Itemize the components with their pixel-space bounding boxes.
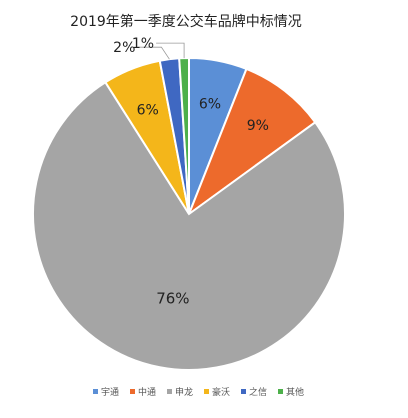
pie-slice-1 bbox=[186, 67, 317, 217]
slice-labels: 6% 9% 76% 6% 2%1% bbox=[113, 36, 269, 307]
slice-label-1: 9% bbox=[247, 118, 269, 134]
pie-slices bbox=[32, 56, 346, 371]
pie-slice-2 bbox=[32, 80, 346, 371]
legend-label-0: 宇通 bbox=[101, 386, 119, 398]
legend-label-1: 中通 bbox=[138, 386, 156, 398]
legend-swatch-5 bbox=[278, 389, 283, 394]
slice-label-3: 6% bbox=[137, 103, 159, 119]
legend-swatch-2 bbox=[167, 389, 172, 394]
legend-swatch-3 bbox=[204, 389, 209, 394]
legend-label-2: 申龙 bbox=[175, 386, 193, 398]
leader-line-5 bbox=[156, 42, 185, 59]
legend-swatch-1 bbox=[130, 389, 135, 394]
slice-label-2: 76% bbox=[156, 289, 189, 307]
label-leader-lines bbox=[137, 42, 185, 60]
slice-label-0: 6% bbox=[199, 97, 221, 113]
legend-label-3: 豪沃 bbox=[212, 386, 230, 398]
slice-label-5: 1% bbox=[132, 36, 154, 52]
legend: 宇通 中通 申龙 豪沃 之信 其他 bbox=[93, 386, 304, 398]
legend-label-5: 其他 bbox=[286, 386, 304, 398]
legend-swatch-4 bbox=[241, 389, 246, 394]
slice-label-4: 2% bbox=[113, 40, 135, 56]
chart-title: 2019年第一季度公交车品牌中标情况 bbox=[70, 13, 302, 30]
legend-label-4: 之信 bbox=[249, 386, 267, 398]
legend-swatch-0 bbox=[93, 389, 98, 394]
leader-line-4 bbox=[137, 46, 170, 60]
